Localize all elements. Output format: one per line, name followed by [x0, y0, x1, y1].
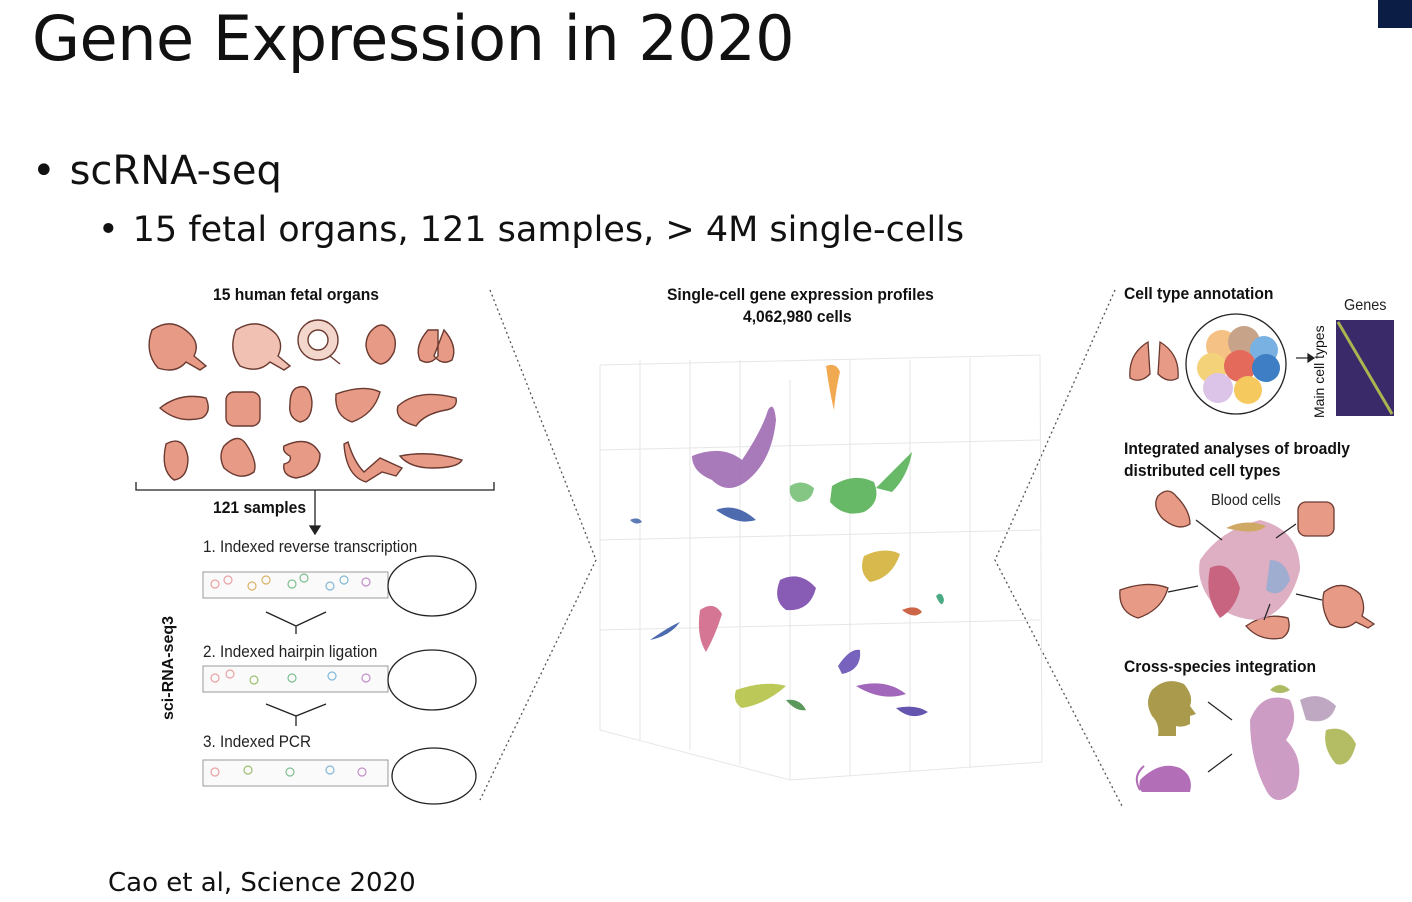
step-3-label: 3. Indexed PCR	[203, 732, 312, 751]
cross-species-title: Cross-species integration	[1124, 657, 1317, 676]
bullet-text: scRNA-seq	[69, 148, 282, 194]
bullet-level1: • scRNA-seq	[32, 148, 282, 194]
blood-cells-label: Blood cells	[1211, 492, 1281, 509]
species-arrows	[1207, 701, 1233, 773]
integrated-analyses-title-2: distributed cell types	[1124, 461, 1281, 480]
step-1-label: 1. Indexed reverse transcription	[203, 537, 418, 556]
species-umap	[1250, 685, 1356, 800]
cell-count-label: 4,062,980 cells	[743, 307, 852, 326]
umap-grid	[599, 354, 1043, 781]
integrated-analyses-title-1: Integrated analyses of broadly	[1124, 439, 1350, 458]
annotation-arrow	[1296, 352, 1316, 364]
samples-label: 121 samples	[213, 498, 307, 517]
organ-icons	[148, 319, 463, 483]
bullet-level2: • 15 fetal organs, 121 samples, > 4M sing…	[98, 210, 964, 250]
method-label: sci-RNA-seq3	[160, 615, 177, 720]
well-beads	[210, 573, 371, 777]
main-cell-types-label: Main cell types	[1311, 325, 1327, 418]
heatmap	[1336, 320, 1394, 416]
citation: Cao et al, Science 2020	[108, 868, 416, 898]
step-arrows	[265, 611, 327, 726]
samples-bracket	[135, 482, 495, 536]
presenter-video-thumbnail	[1378, 0, 1412, 28]
panel-separators	[479, 289, 1123, 807]
bullet-text: 15 fetal organs, 121 samples, > 4M singl…	[132, 210, 965, 250]
umap-clusters	[630, 364, 944, 717]
mouse-icon	[1135, 765, 1191, 792]
well-zoom-ellipses	[387, 555, 477, 805]
cell-cluster-circle	[1185, 313, 1287, 415]
bullet-dot-icon: •	[32, 148, 56, 194]
integrated-arrows	[1167, 519, 1323, 621]
human-head-icon	[1148, 681, 1196, 736]
integrated-organ-icons	[1119, 490, 1376, 640]
profiles-heading: Single-cell gene expression profiles	[667, 285, 934, 304]
step-2-label: 2. Indexed hairpin ligation	[203, 642, 378, 661]
slide-title: Gene Expression in 2020	[32, 2, 795, 75]
bullet-dot-icon: •	[98, 210, 119, 250]
fetal-organs-heading: 15 human fetal organs	[213, 285, 380, 304]
genes-label: Genes	[1344, 297, 1387, 314]
lung-icon-right	[1129, 340, 1179, 381]
integrated-umap	[1199, 520, 1300, 620]
cell-type-annotation-title: Cell type annotation	[1124, 284, 1274, 303]
